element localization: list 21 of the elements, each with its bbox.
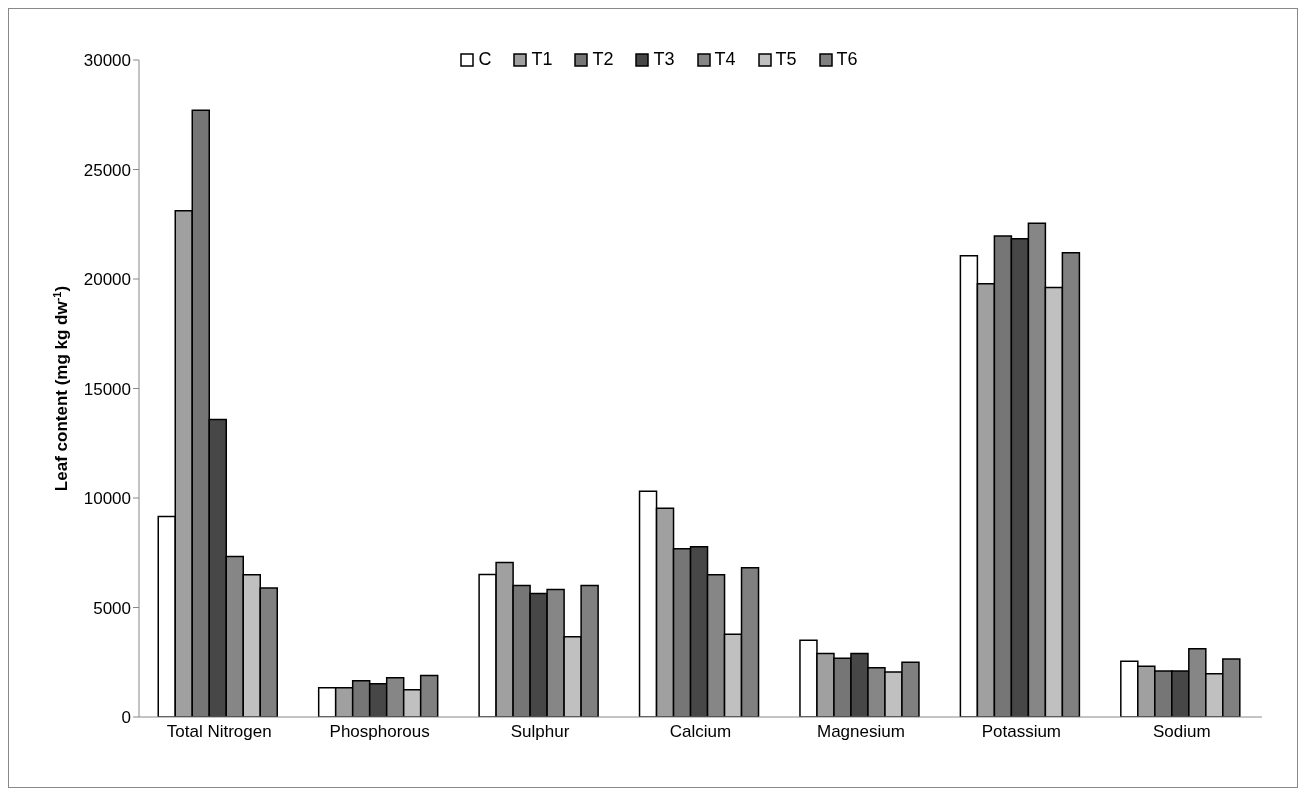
- x-tick-label: Sulphur: [510, 722, 570, 742]
- legend-label: T4: [713, 49, 736, 70]
- y-tick-label: 25000: [83, 160, 131, 180]
- x-tick-label: Potassium: [981, 722, 1062, 742]
- legend-label: T1: [530, 49, 553, 70]
- y-tick-label: 15000: [83, 379, 131, 399]
- legend-label: T5: [774, 49, 797, 70]
- x-tick-label: Magnesium: [816, 722, 905, 742]
- x-tick-label: Sodium: [1152, 722, 1211, 742]
- y-tick-label: 0: [121, 708, 131, 728]
- y-tick-label: 5000: [93, 598, 131, 618]
- y-tick-label: 10000: [83, 489, 131, 509]
- x-tick-label: Phosphorous: [329, 722, 430, 742]
- legend-label: T6: [835, 49, 858, 70]
- x-tick-label: Calcium: [669, 722, 732, 742]
- legend-label: T2: [591, 49, 614, 70]
- y-tick-label: 20000: [83, 270, 131, 290]
- legend-label: T3: [652, 49, 675, 70]
- y-tick-label: 30000: [83, 51, 131, 71]
- x-tick-label: Total Nitrogen: [166, 722, 272, 742]
- legend-label: C: [477, 49, 492, 70]
